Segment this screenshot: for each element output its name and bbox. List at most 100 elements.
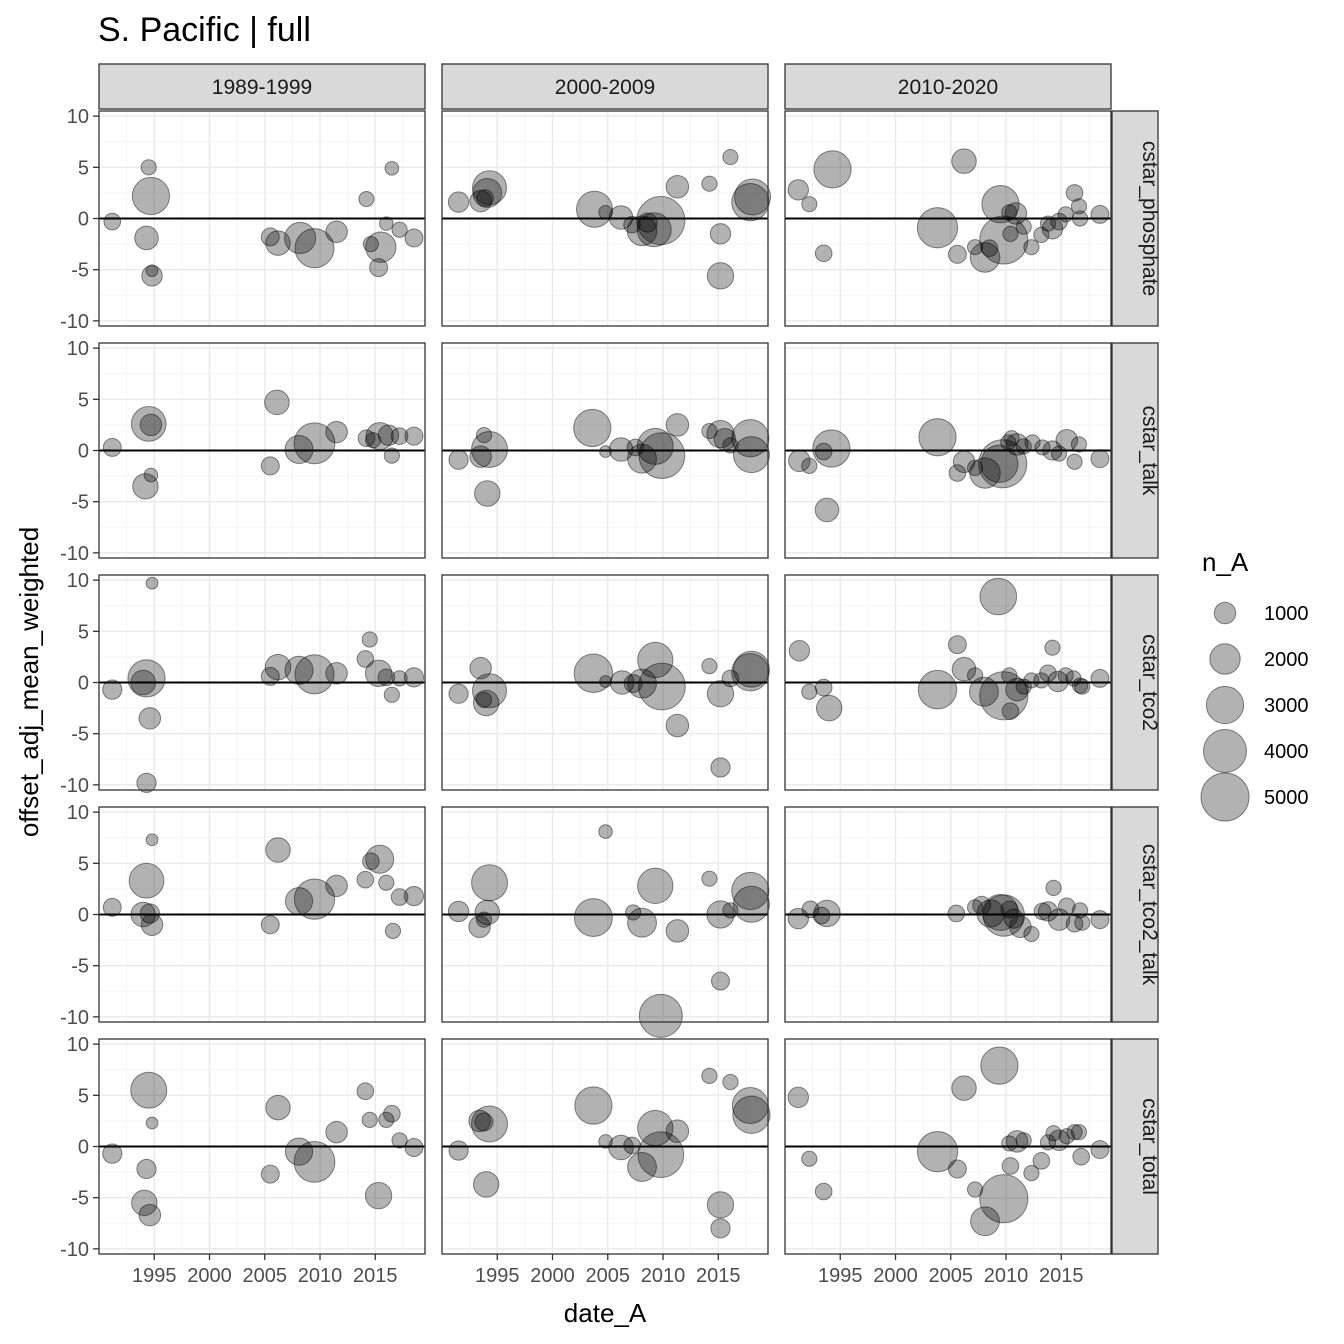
- data-point: [637, 1109, 674, 1147]
- y-tick-label: 0: [78, 441, 89, 463]
- legend-key: [1205, 685, 1245, 725]
- data-point: [638, 662, 686, 711]
- data-point: [384, 922, 402, 939]
- row-strip-label: cstar_phosphate: [1138, 141, 1161, 296]
- data-point: [128, 862, 165, 899]
- data-point: [948, 464, 967, 482]
- data-point: [710, 971, 730, 991]
- x-tick-label: 2000: [873, 1265, 918, 1287]
- data-point: [471, 864, 509, 902]
- panel-cstar_total-2010-2020: 1995 2000 2005 2010 2015: [784, 1038, 1112, 1287]
- data-point: [469, 445, 492, 468]
- panel-cstar_talk-2010-2020: [784, 342, 1112, 559]
- y-tick-label: -5: [71, 492, 89, 514]
- y-tick-label: 10: [67, 570, 89, 592]
- data-point: [573, 408, 612, 448]
- x-tick-label: 2015: [1039, 1265, 1084, 1287]
- x-tick-label: 1995: [132, 1265, 177, 1287]
- x-tick-label: 2015: [353, 1265, 398, 1287]
- panel-cstar_tco2_talk-2000-2009: [441, 806, 770, 1038]
- data-point: [1033, 902, 1052, 921]
- data-point: [1034, 439, 1051, 456]
- data-point: [448, 683, 469, 704]
- data-point: [284, 434, 314, 464]
- data-point: [1005, 1130, 1029, 1153]
- data-point: [472, 673, 508, 709]
- row-strip-label: cstar_tco2_talk: [1138, 844, 1161, 986]
- y-tick-label: -5: [71, 1188, 89, 1210]
- data-point: [260, 1164, 280, 1184]
- data-point: [972, 895, 992, 915]
- data-point: [293, 878, 336, 920]
- data-point: [1009, 915, 1032, 939]
- y-tick-label: 5: [78, 621, 89, 643]
- data-point: [293, 422, 336, 465]
- x-tick-label: 2000: [530, 1265, 575, 1287]
- data-point: [130, 406, 167, 442]
- data-point: [665, 413, 690, 437]
- data-point: [947, 244, 967, 264]
- data-point: [136, 772, 157, 793]
- data-point: [404, 426, 424, 446]
- data-point: [143, 467, 159, 483]
- column-strip: [441, 63, 769, 110]
- data-point: [665, 174, 690, 199]
- data-point: [1071, 677, 1089, 694]
- data-point: [788, 640, 811, 662]
- legend-key-background: [1202, 728, 1248, 774]
- data-point: [1033, 672, 1050, 689]
- data-point: [665, 919, 690, 943]
- data-point: [1005, 677, 1029, 702]
- data-point: [731, 182, 770, 222]
- data-point: [982, 894, 1025, 937]
- data-point: [599, 675, 612, 688]
- data-point: [969, 242, 1001, 273]
- data-point: [1015, 438, 1032, 455]
- data-point: [141, 265, 163, 287]
- x-tick-label: 2010: [984, 1265, 1029, 1287]
- data-point: [982, 893, 1019, 931]
- data-point: [637, 641, 674, 679]
- x-tick-label: 1995: [475, 1265, 520, 1287]
- data-point: [448, 1140, 469, 1161]
- data-point: [966, 899, 984, 916]
- y-tick-label: 0: [78, 209, 89, 231]
- x-tick-label: 2015: [696, 1265, 741, 1287]
- data-point: [1048, 1129, 1070, 1152]
- y-tick-label: 0: [78, 1137, 89, 1159]
- data-point: [472, 177, 503, 208]
- column-strip-label: 2000-2009: [555, 76, 655, 99]
- data-point: [788, 449, 811, 472]
- data-point: [390, 888, 409, 906]
- data-point: [801, 900, 820, 919]
- y-tick-label: -5: [71, 724, 89, 746]
- row-strip: [1111, 110, 1159, 327]
- data-point: [665, 713, 690, 738]
- data-point: [710, 757, 731, 778]
- data-point: [1023, 925, 1040, 943]
- column-strip: [784, 63, 1112, 110]
- data-point: [384, 161, 400, 176]
- row-strip: [1111, 1038, 1159, 1255]
- data-point: [966, 459, 984, 477]
- y-tick-label: 10: [67, 338, 89, 360]
- column-strip: [98, 63, 426, 110]
- legend-title: n_A: [1202, 547, 1249, 577]
- data-point: [472, 689, 500, 717]
- data-point: [403, 885, 425, 907]
- legend-key: [1213, 601, 1237, 625]
- data-point: [976, 899, 1005, 928]
- panel-border: [441, 1038, 769, 1255]
- data-point: [403, 667, 425, 688]
- data-point: [1024, 434, 1041, 451]
- data-point: [801, 457, 818, 474]
- data-point: [947, 635, 967, 655]
- data-point: [608, 205, 634, 230]
- data-point: [1050, 445, 1068, 462]
- data-point: [637, 867, 674, 905]
- data-point: [623, 215, 641, 234]
- panel-cstar_tco2-1989-1999: 10 5 0 -5 -10: [60, 570, 426, 797]
- data-point: [598, 205, 613, 220]
- data-point: [356, 650, 375, 668]
